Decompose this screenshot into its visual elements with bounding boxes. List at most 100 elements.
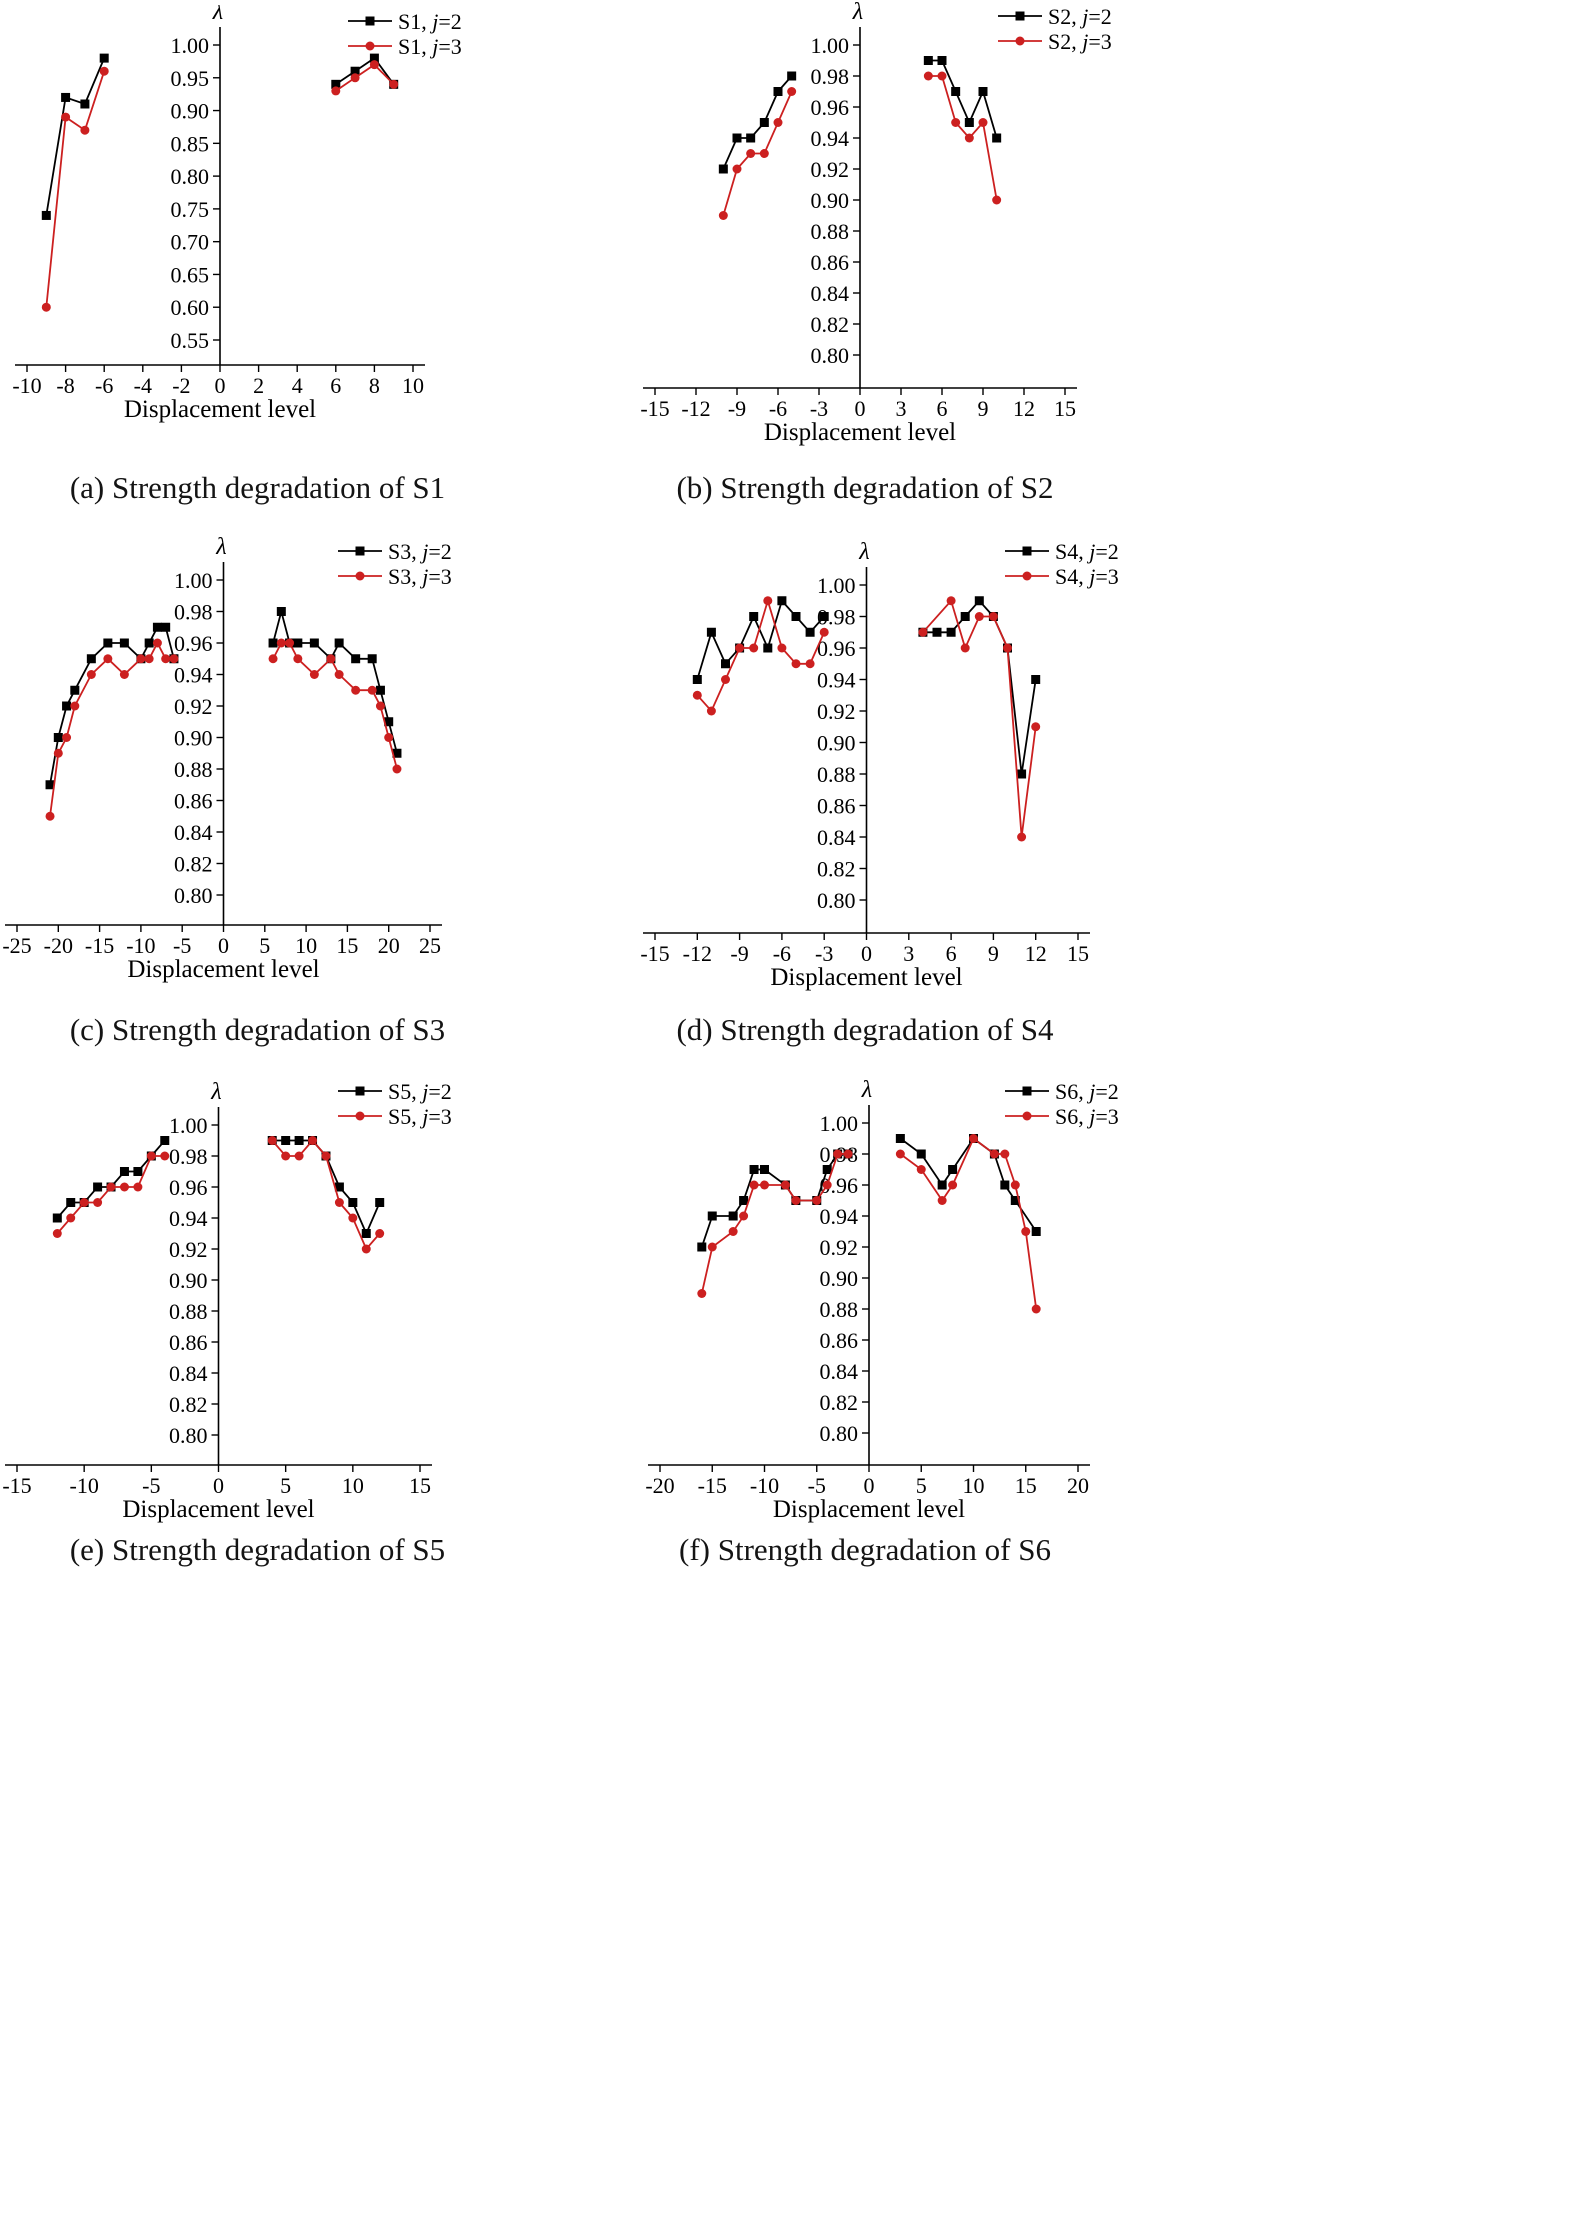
data-point-square — [960, 612, 970, 621]
data-point-circle — [791, 1196, 801, 1205]
y-tick-label: 0.88 — [174, 757, 213, 782]
data-point-square — [294, 1136, 304, 1145]
data-point-circle — [119, 1182, 129, 1192]
data-point-circle — [964, 133, 974, 143]
data-point-square — [1017, 769, 1027, 779]
y-tick-label: 0.94 — [817, 668, 856, 693]
data-point-circle — [136, 654, 146, 664]
series-b-j2 — [718, 56, 1002, 174]
data-point-circle — [749, 1180, 759, 1190]
axes-e: -15 -10 -5 0 5 10 15 1.00 0.98 0.96 0.94 0.92 0.90 0.… — [2, 1107, 432, 1498]
legend-marker-circle — [365, 41, 375, 51]
data-point-square — [334, 1182, 344, 1192]
axes-b: -15 -12 -9 -6 -3 0 3 6 9 12 15 1.00 0.98 0.96 0.94 0.92… — [640, 27, 1077, 421]
data-point-circle — [923, 71, 933, 81]
data-point-circle — [1031, 1304, 1041, 1314]
data-point-circle — [309, 670, 319, 679]
data-point-square — [384, 717, 394, 727]
data-point-circle — [169, 654, 179, 664]
x-tick-label: -10 — [12, 373, 41, 398]
data-point-square — [276, 607, 286, 616]
data-point-square — [309, 638, 319, 648]
y-tick-label: 0.90 — [171, 99, 210, 124]
series-line — [335, 56, 395, 86]
data-point-square — [923, 56, 933, 65]
x-tick-label: -20 — [645, 1473, 674, 1498]
legend-marker-circle — [1015, 36, 1025, 46]
x-tick-label: 4 — [292, 373, 303, 398]
chart-s5: -15 -10 -5 0 5 10 15 1.00 0.98 0.96 0.94 0.92 0.90 0.… — [0, 1075, 505, 1535]
y-tick-label: 0.60 — [171, 295, 210, 320]
data-point-circle — [787, 87, 797, 96]
x-tick-label: 9 — [988, 941, 999, 966]
data-point-circle — [79, 1198, 89, 1207]
data-point-circle — [706, 706, 716, 716]
legend-label: S5, j=2 — [388, 1079, 452, 1104]
caption-s5: (e) Strength degradation of S5 — [69, 1532, 446, 1567]
series-f-j3 — [697, 1134, 1041, 1314]
data-point-square — [1031, 675, 1041, 684]
y-tick-label: 0.90 — [820, 1266, 859, 1291]
legend-marker-square — [1022, 546, 1032, 556]
y-tick-label: 0.86 — [817, 794, 856, 819]
data-point-square — [99, 53, 109, 63]
data-point-square — [718, 164, 728, 174]
data-point-circle — [728, 1227, 738, 1236]
series-a-j2 — [41, 53, 399, 220]
y-tick-label: 0.84 — [169, 1361, 208, 1386]
data-point-circle — [773, 118, 783, 127]
data-point-circle — [350, 73, 360, 83]
x-tick-label: 8 — [369, 373, 380, 398]
x-tick-label: -8 — [56, 373, 74, 398]
caption-s1: (a) Strength degradation of S1 — [69, 470, 446, 505]
y-tick-label: 0.92 — [811, 157, 850, 182]
x-tick-label: -15 — [640, 941, 669, 966]
data-point-square — [334, 638, 344, 648]
x-tick-label: 10 — [295, 933, 317, 958]
data-point-square — [946, 627, 956, 637]
y-axis-title-lambda: λ — [852, 0, 863, 25]
x-tick-label: -15 — [2, 1473, 31, 1498]
x-tick-label: -5 — [142, 1473, 160, 1498]
data-point-circle — [732, 164, 742, 174]
x-tick-label: -12 — [683, 941, 712, 966]
data-point-square — [937, 1180, 947, 1190]
x-tick-label: -9 — [730, 941, 748, 966]
chart-s2: -15 -12 -9 -6 -3 0 3 6 9 12 15 1.00 0.98 0.96 0.94 0.92… — [620, 0, 1165, 460]
series-a-j3 — [41, 60, 399, 312]
series-line — [272, 607, 398, 754]
y-tick-label: 0.70 — [171, 230, 210, 255]
axes-c: -25 -20 -15 -10 -5 0 5 10 15 20 25 1.00 0.98 0.96 0.94… — [2, 562, 442, 958]
x-tick-label: -15 — [85, 933, 114, 958]
data-point-square — [45, 780, 55, 790]
y-tick-label: 0.88 — [820, 1297, 859, 1322]
y-tick-label: 0.96 — [817, 636, 856, 661]
y-tick-label: 1.00 — [817, 573, 856, 598]
x-tick-label: 6 — [946, 941, 957, 966]
data-point-circle — [992, 195, 1002, 205]
chart-canvas-e: -15 -10 -5 0 5 10 15 1.00 0.98 0.96 0.94 0.92 0.90 0.… — [2, 1079, 452, 1523]
data-point-square — [692, 675, 702, 684]
data-point-square — [749, 1165, 759, 1174]
y-tick-label: 0.65 — [171, 262, 210, 287]
y-axis-title-lambda: λ — [861, 1077, 872, 1103]
data-point-circle — [45, 811, 55, 821]
x-tick-label: -20 — [44, 933, 73, 958]
caption-s4: (d) Strength degradation of S4 — [676, 1012, 1054, 1047]
x-tick-label: 20 — [1067, 1473, 1089, 1498]
data-point-circle — [822, 1180, 832, 1190]
y-tick-label: 0.84 — [820, 1359, 859, 1384]
x-tick-label: -3 — [810, 396, 828, 421]
data-point-circle — [805, 659, 815, 669]
data-point-square — [80, 99, 90, 109]
legend-marker-circle — [355, 1111, 365, 1121]
x-tick-label: -6 — [773, 941, 791, 966]
y-tick-label: 0.96 — [811, 95, 850, 120]
legend-marker-square — [355, 546, 365, 556]
data-point-circle — [268, 654, 278, 664]
y-axis-title-lambda: λ — [210, 1079, 221, 1105]
legend-marker-square — [355, 1086, 365, 1096]
x-tick-label: -3 — [815, 941, 833, 966]
x-tick-label: 9 — [978, 396, 989, 421]
